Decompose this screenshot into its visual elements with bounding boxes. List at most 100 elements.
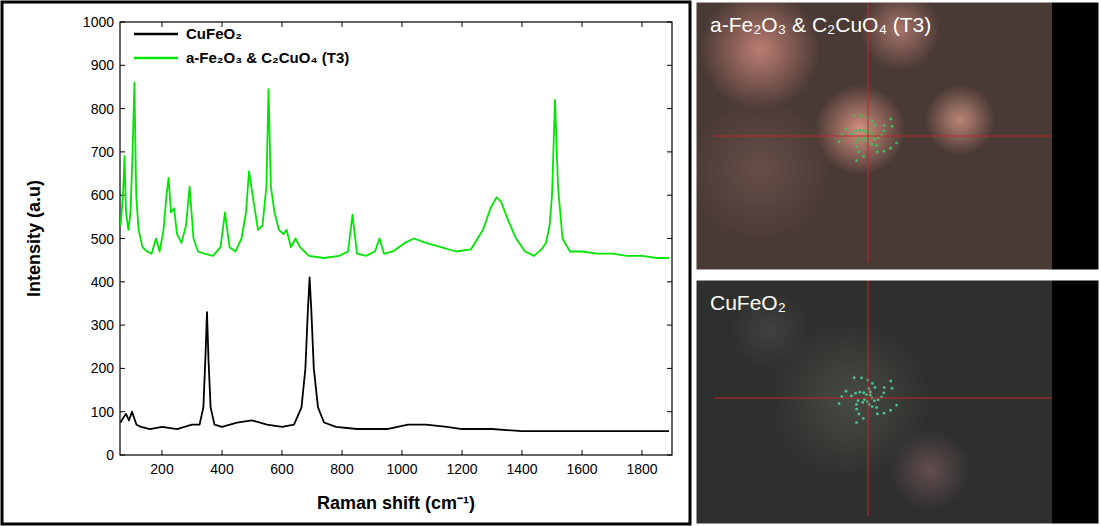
y-tick-right	[667, 411, 672, 412]
micrograph-speck	[882, 129, 885, 132]
plot-area	[121, 83, 669, 432]
micrograph: a-Fe₂O₃ & C₂CuO₄ (T3)	[690, 0, 1101, 270]
micrograph-speck	[857, 137, 860, 140]
y-tick-right	[667, 281, 672, 282]
y-tick-label: 200	[91, 360, 115, 376]
micrograph-speck	[869, 390, 872, 393]
micrograph-frame	[696, 280, 1099, 524]
micrograph-speck	[891, 387, 894, 390]
x-tick	[402, 450, 403, 455]
y-tick-label: 900	[91, 57, 115, 73]
y-tick	[120, 65, 125, 66]
y-tick-label: 0	[106, 447, 114, 463]
y-tick-label: 300	[91, 317, 115, 333]
micrograph-edge	[1052, 2, 1099, 270]
micrograph-blob	[890, 430, 970, 510]
micrograph-speck	[862, 391, 865, 394]
y-tick-right	[667, 195, 672, 196]
x-axis-title: Raman shift (cm⁻¹)	[317, 493, 475, 513]
micrograph-speck	[876, 150, 879, 153]
y-tick-right	[667, 108, 672, 109]
micrograph-speck	[874, 386, 877, 389]
legend-swatch	[134, 57, 178, 60]
micrograph-speck	[861, 401, 864, 404]
x-tick-label: 200	[150, 461, 174, 477]
y-tick-right	[667, 238, 672, 239]
y-tick	[120, 238, 125, 239]
y-tick-label: 600	[91, 187, 115, 203]
micrograph-speck	[889, 409, 892, 412]
micrograph-speck	[863, 398, 866, 401]
micrograph-speck	[875, 406, 878, 409]
y-tick-right	[667, 22, 672, 23]
micrograph-speck	[889, 147, 892, 150]
crosshair	[868, 2, 869, 262]
micrograph-speck	[845, 390, 848, 393]
y-tick	[120, 368, 125, 369]
y-tick-right	[667, 368, 672, 369]
micrograph-speck	[871, 382, 874, 385]
y-tick	[120, 411, 125, 412]
micrograph-speck	[869, 128, 872, 131]
micrograph-speck	[889, 380, 892, 383]
x-tick-top	[282, 22, 283, 27]
micrograph-speck	[855, 141, 858, 144]
micrograph-speck	[857, 413, 860, 416]
micrograph-bg	[696, 280, 1099, 524]
micrograph-speck	[858, 391, 861, 394]
x-tick	[582, 450, 583, 455]
x-tick	[162, 450, 163, 455]
x-tick	[522, 450, 523, 455]
legend-label: CuFeO₂	[186, 25, 242, 42]
micrograph-frame	[696, 2, 1099, 270]
x-tick	[642, 450, 643, 455]
micrograph-speck	[855, 408, 858, 411]
micrograph-speck	[883, 386, 886, 389]
micrograph-speck	[853, 114, 856, 117]
x-tick	[282, 450, 283, 455]
y-tick-label: 800	[91, 101, 115, 117]
y-tick-label: 400	[91, 274, 115, 290]
micrograph-speck	[877, 398, 880, 401]
x-tick	[462, 450, 463, 455]
y-tick-label: 700	[91, 144, 115, 160]
micrograph-edge	[1052, 280, 1099, 524]
y-tick	[120, 455, 125, 456]
y-tick-label: 1000	[83, 14, 114, 30]
x-tick-top	[522, 22, 523, 27]
x-tick-top	[642, 22, 643, 27]
micrograph-speck	[855, 403, 858, 406]
micrograph-speck	[883, 124, 886, 127]
micrograph-speck	[895, 142, 898, 145]
y-axis-title: Intensity (a.u)	[24, 180, 44, 297]
micrograph-speck	[883, 412, 886, 415]
spectrum-line	[121, 83, 669, 258]
micrograph-speck	[871, 120, 874, 123]
y-tick-right	[667, 65, 672, 66]
y-tick-right	[667, 455, 672, 456]
micrograph-speck	[874, 124, 877, 127]
y-tick	[120, 281, 125, 282]
x-tick-label: 1000	[386, 461, 417, 477]
micrograph-speck	[860, 377, 863, 380]
y-tick	[120, 22, 125, 23]
micrograph-label: a-Fe₂O₃ & C₂CuO₄ (T3)	[710, 13, 931, 36]
micrograph-speck	[850, 133, 853, 136]
figure: 0100200300400500600700800900100020040060…	[0, 0, 1101, 526]
micrograph-speck	[862, 129, 865, 132]
micrograph-speck	[838, 402, 841, 405]
x-tick-top	[162, 22, 163, 27]
micrograph-speck	[862, 155, 865, 158]
legend-label: a-Fe₂O₃ & C₂CuO₄ (T3)	[186, 49, 349, 66]
micrograph-speck	[845, 128, 848, 131]
micrograph-speck	[877, 136, 880, 139]
x-tick	[342, 450, 343, 455]
micrograph-speck	[857, 151, 860, 154]
x-tick	[222, 450, 223, 455]
chart-border	[2, 2, 690, 524]
micrograph-speck	[891, 125, 894, 128]
y-tick-label: 100	[91, 404, 115, 420]
micrograph-speck	[860, 115, 863, 118]
micrograph-speck	[838, 140, 841, 143]
micrograph-speck	[875, 144, 878, 147]
